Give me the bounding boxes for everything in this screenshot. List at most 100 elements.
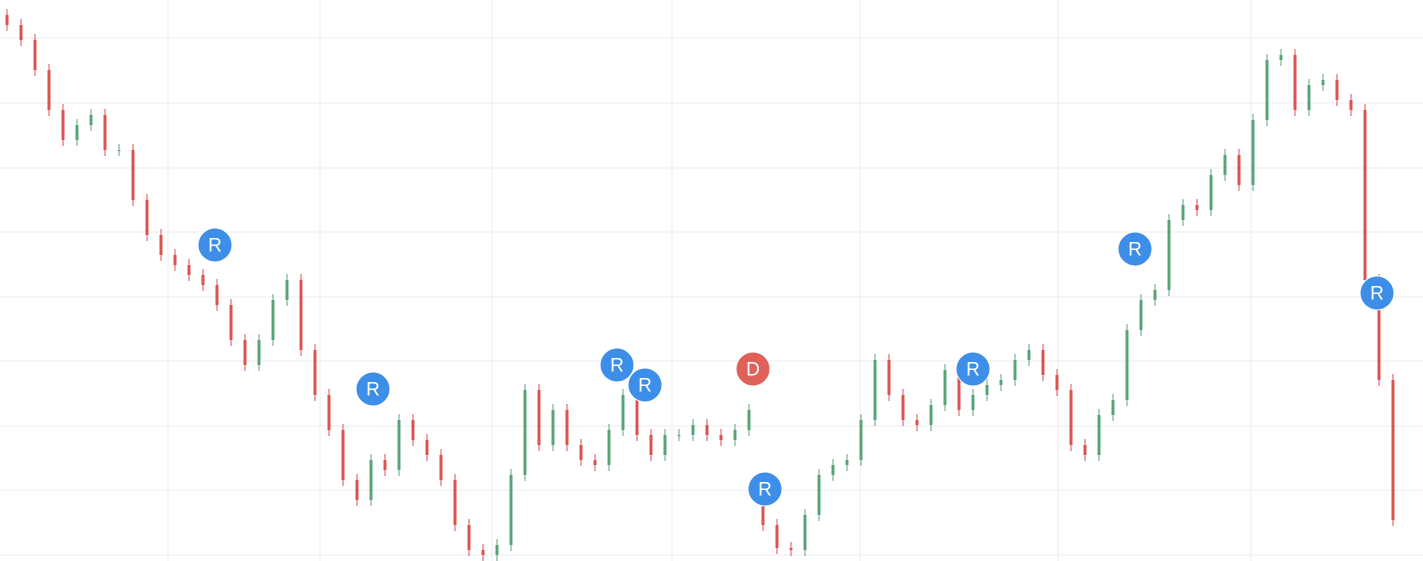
candle-body <box>299 280 303 350</box>
candle-body <box>509 475 513 545</box>
marker: R <box>599 347 635 383</box>
candle-body <box>1377 280 1381 380</box>
candle-body <box>145 200 149 235</box>
marker: R <box>1359 275 1395 311</box>
candle-body <box>369 460 373 500</box>
candle-body <box>901 395 905 420</box>
candle-body <box>243 340 247 365</box>
candle-body <box>663 435 667 455</box>
candle-body <box>173 255 177 265</box>
candle-body <box>719 435 723 440</box>
candle-body <box>1391 380 1395 520</box>
candle-body <box>271 300 275 340</box>
candle-body <box>439 455 443 480</box>
candle-body <box>929 405 933 425</box>
candle-body <box>1125 330 1129 400</box>
vertical-grid <box>167 0 1252 561</box>
marker: D <box>735 351 771 387</box>
candle-body <box>985 385 989 395</box>
candle-body <box>453 480 457 525</box>
candle-body <box>1041 350 1045 375</box>
candle-body <box>803 515 807 550</box>
candle-body <box>61 110 65 140</box>
candle-body <box>1167 220 1171 290</box>
candle-body <box>565 410 569 445</box>
candle-body <box>215 285 219 305</box>
candle-body <box>1153 290 1157 300</box>
candle-body <box>1223 155 1227 175</box>
candle-body <box>341 430 345 480</box>
candle-body <box>425 440 429 455</box>
candle-body <box>551 410 555 445</box>
candle-body <box>789 548 793 550</box>
marker-circle <box>735 351 771 387</box>
candle-body <box>1307 85 1311 110</box>
candle-body <box>593 460 597 465</box>
candles <box>5 9 1395 561</box>
marker-label: R <box>966 360 980 381</box>
marker-circle <box>355 371 391 407</box>
marker-label: R <box>610 356 624 377</box>
marker-circle <box>1117 231 1153 267</box>
candle-body <box>845 460 849 465</box>
candle-body <box>397 420 401 470</box>
candle-body <box>229 305 233 340</box>
marker-label: D <box>746 360 760 381</box>
marker-circle <box>627 367 663 403</box>
marker-label: R <box>758 480 772 501</box>
candle-body <box>1209 175 1213 210</box>
candle-body <box>1251 120 1255 185</box>
candle-body <box>523 390 527 475</box>
candle-body <box>467 525 471 550</box>
marker: R <box>747 471 783 507</box>
candle-body <box>159 235 163 255</box>
candle-body <box>677 435 681 436</box>
candle-body <box>887 360 891 395</box>
marker-label: R <box>1128 240 1142 261</box>
candle-body <box>649 435 653 455</box>
marker-circle <box>747 471 783 507</box>
candle-body <box>943 370 947 405</box>
candle-body <box>579 445 583 460</box>
candle-body <box>691 425 695 435</box>
marker-circle <box>1359 275 1395 311</box>
candle-body <box>1111 400 1115 415</box>
candle-body <box>1083 445 1087 455</box>
candle-body <box>187 265 191 275</box>
candle-body <box>89 115 93 125</box>
candle-body <box>5 15 9 25</box>
marker-label: R <box>638 376 652 397</box>
candle-body <box>313 350 317 395</box>
candle-body <box>873 360 877 420</box>
candle-body <box>1293 55 1297 110</box>
candle-body <box>1139 300 1143 330</box>
marker: R <box>1117 231 1153 267</box>
candle-body <box>971 395 975 410</box>
candle-body <box>1363 110 1367 280</box>
candle-body <box>19 25 23 40</box>
candle-body <box>1335 80 1339 100</box>
candle-body <box>537 390 541 445</box>
candle-body <box>817 475 821 515</box>
candle-body <box>33 40 37 70</box>
candle-body <box>117 150 121 151</box>
candle-body <box>1097 415 1101 455</box>
candle-body <box>775 525 779 548</box>
candle-body <box>957 370 961 410</box>
candle-body <box>1279 55 1283 60</box>
candle-body <box>201 275 205 285</box>
candle-body <box>1195 205 1199 210</box>
candle-body <box>859 420 863 460</box>
candle-body <box>257 340 261 365</box>
candle-body <box>621 395 625 430</box>
marker-label: R <box>366 380 380 401</box>
marker: R <box>355 371 391 407</box>
candle-body <box>607 430 611 465</box>
marker: R <box>955 351 991 387</box>
candle-body <box>747 410 751 430</box>
candle-body <box>831 465 835 475</box>
candle-body <box>915 420 919 425</box>
marker-circle <box>955 351 991 387</box>
